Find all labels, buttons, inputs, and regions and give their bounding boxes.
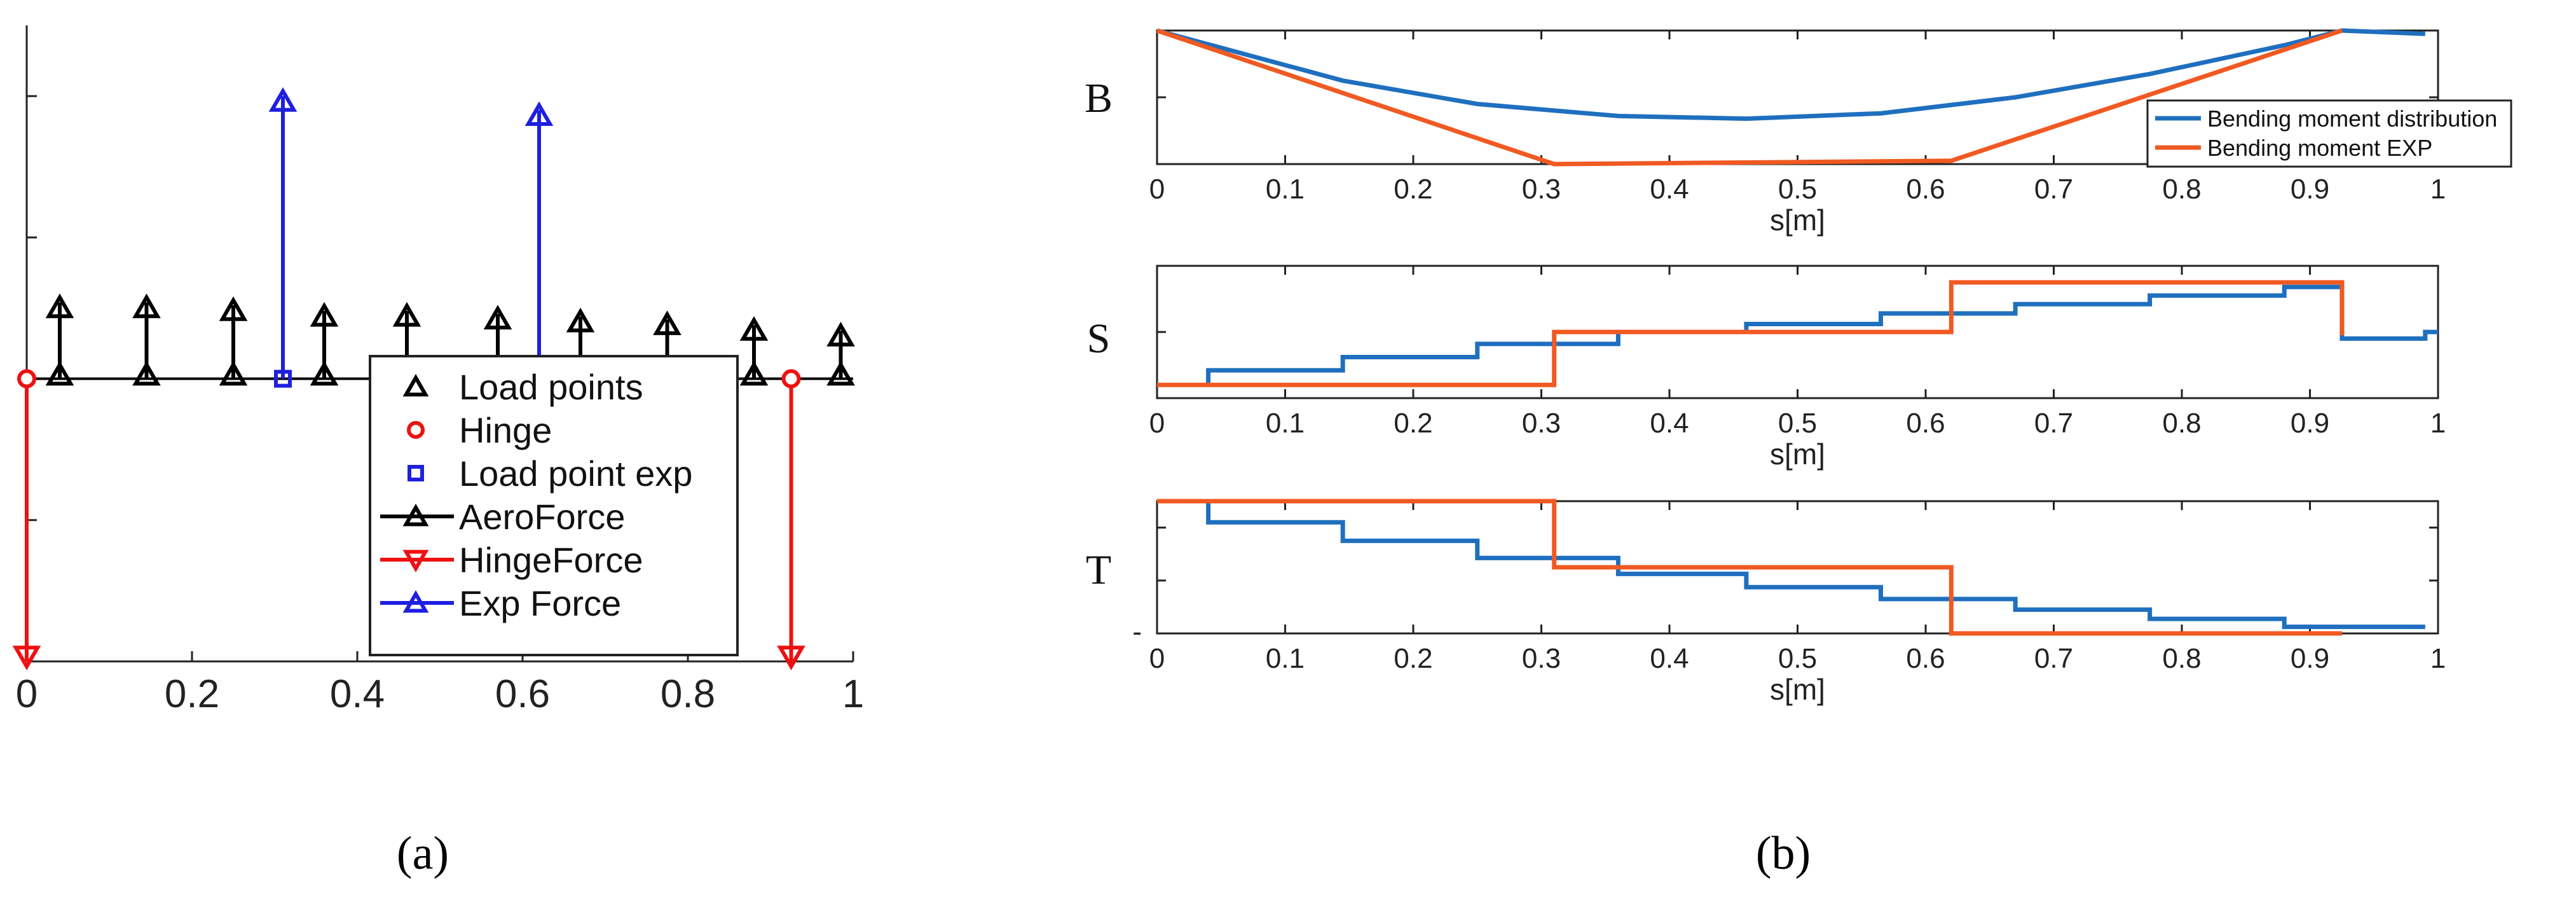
legend-label: AeroForce [459,497,625,537]
chart-b-bending: B 0 0.1 0.2 0.3 0.4 0.5 0.6 0.7 0.8 0.9 1 s[m] Bendin… [1085,28,2512,237]
x-tick-label: 1 [2430,408,2446,439]
aero-force-arrowhead [483,305,512,330]
panel-label: T [1086,547,1111,593]
x-tick-label: 1 [2430,174,2446,205]
x-tick-label: 0.5 [1778,408,1817,439]
legend-label: Hinge [459,410,552,450]
x-tick-label: 0.4 [330,672,385,716]
panel-label: B [1085,75,1113,121]
x-tick-label: 0.8 [2162,643,2201,674]
aero-force-arrowhead [310,301,339,327]
panel-label: S [1087,315,1111,362]
x-tick-label: 0.1 [1266,174,1305,205]
legend-label: HingeForce [459,540,643,580]
load-point-marker [739,361,769,386]
legend-triangle-down [402,549,429,573]
load-point-marker [45,361,74,386]
x-tick-label: 0.8 [661,672,715,716]
exp-force-arrowhead [268,87,298,112]
caption-a: (a) [397,827,449,880]
load-point-marker [132,361,161,386]
x-tick-label: 0.3 [1522,174,1561,205]
exp-load-point-marker [274,370,292,388]
legend-square [408,465,424,481]
legend-triangle-up [402,503,429,527]
legend-label: Load points [459,367,643,407]
chart-b-torsion: T 0 0.1 0.2 0.3 0.4 0.5 0.6 0.7 0.8 0.9 1 - s[m] [1086,499,2446,706]
x-tick-label: 0.5 [1778,643,1817,674]
legend-label: Bending moment distribution [2207,106,2497,132]
y-tick-label: - [1132,616,1142,647]
legend-box [369,355,739,656]
legend-label: Exp Force [459,583,621,623]
load-point-marker [310,361,339,386]
x-tick-label: 0.5 [1778,174,1817,205]
caption-b: (b) [1756,827,1811,880]
x-tick-label: 0.9 [2291,174,2329,205]
x-tick-label: 0.6 [1906,408,1945,439]
aero-force-arrowhead [653,310,682,335]
exp-force-arrowhead [524,101,554,127]
x-tick-label: 0 [1149,174,1165,205]
aero-force-arrowhead [45,293,74,319]
hinge-force-arrowhead [777,646,805,671]
x-tick-label: 0.3 [1522,408,1561,439]
legend-label: Bending moment EXP [2207,135,2432,161]
x-axis-label: s[m] [1770,204,1825,237]
x-tick-label: 0.7 [2034,174,2073,205]
x-tick-label: 0.1 [1266,408,1305,439]
x-tick-label: 0 [16,672,38,716]
aero-force-arrowhead [739,316,769,341]
x-tick-label: 0.6 [1906,643,1945,674]
x-tick-label: 0.3 [1522,643,1561,674]
x-tick-label: 0.1 [1266,643,1305,674]
x-tick-label: 0.7 [2034,408,2073,439]
aero-force-arrowhead [219,296,248,321]
x-tick-label: 0.6 [495,672,550,716]
x-tick-label: 0.2 [1394,643,1432,674]
x-tick-label: 1 [842,672,864,716]
legend-box [2146,99,2512,168]
chart-b-shear: S 0 0.1 0.2 0.3 0.4 0.5 0.6 0.7 0.8 0.9 1 s[m] [1087,265,2446,471]
load-point-marker [219,361,248,386]
legend-triangle-up [402,373,429,397]
x-tick-label: 0 [1149,408,1165,439]
aero-force-arrowhead [566,307,595,333]
x-tick-label: 0.9 [2291,408,2329,439]
x-tick-label: 0.4 [1650,408,1689,439]
x-tick-label: 0.6 [1906,174,1945,205]
series-line [1206,284,2438,385]
x-axis-label: s[m] [1770,438,1825,471]
x-tick-label: 0.7 [2034,643,2073,674]
x-tick-label: 0.2 [1394,174,1432,205]
x-tick-label: 0.2 [1394,408,1432,439]
x-tick-label: 0.4 [1650,643,1689,674]
x-tick-label: 0.2 [165,672,219,716]
legend-label: Load point exp [459,453,692,494]
series-line [1157,280,2345,387]
aero-force-arrowhead [826,321,855,347]
x-tick-label: 0.8 [2162,408,2201,439]
hinge-marker [17,369,36,389]
hinge-force-arrowhead [12,646,41,671]
series-line [1206,501,2425,630]
x-tick-label: 0.4 [1650,174,1689,205]
aero-force-arrowhead [132,293,161,319]
legend-triangle-up [402,590,429,613]
series-line [1157,499,2342,636]
load-point-marker [826,361,855,386]
series-line [1156,28,2425,121]
hinge-marker [781,369,801,389]
legend-circle [407,421,425,439]
x-tick-label: 0.9 [2291,643,2329,674]
series-line [1156,28,2343,167]
x-axis-label: s[m] [1770,673,1825,706]
x-tick-label: 0 [1149,643,1165,674]
x-tick-label: 1 [2430,643,2446,674]
x-tick-label: 0.8 [2162,174,2201,205]
aero-force-arrowhead [392,301,421,327]
